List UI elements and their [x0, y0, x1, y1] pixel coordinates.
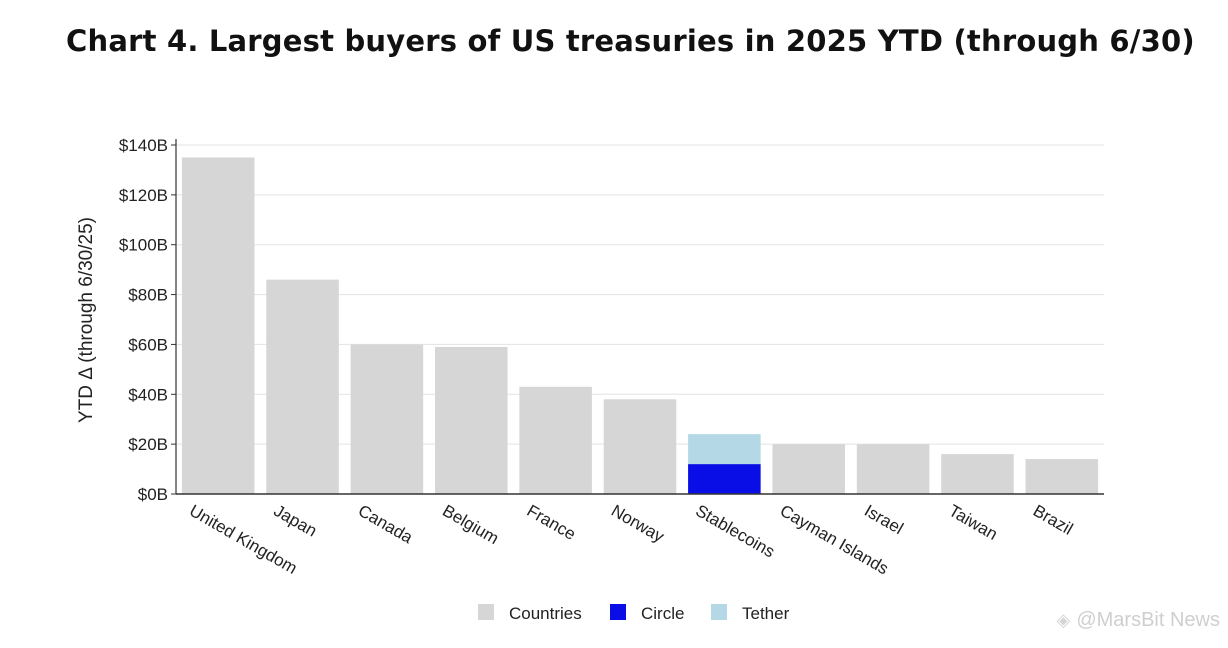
x-tick-label: Brazil — [1030, 501, 1076, 539]
bar-circle-stablecoins — [688, 464, 761, 494]
y-tick-label: $100B — [119, 236, 168, 255]
x-tick-label: Taiwan — [945, 501, 1000, 544]
legend-swatch-tether — [711, 604, 727, 620]
bar-countries-taiwan — [941, 454, 1014, 494]
y-axis-label: YTD Δ (through 6/30/25) — [76, 217, 97, 423]
y-tick-label: $20B — [128, 435, 168, 454]
x-tick-label: Norway — [608, 501, 668, 547]
legend-label-tether: Tether — [742, 604, 790, 623]
watermark-text: @MarsBit News — [1076, 609, 1220, 631]
bar-countries-cayman-islands — [772, 444, 846, 494]
bars — [181, 157, 1099, 494]
y-axis-ticks: $0B $20B $40B $60B $80B $100B $120B $140B — [119, 136, 176, 504]
x-tick-label: France — [524, 501, 579, 544]
bar-countries-israel — [856, 444, 930, 494]
legend-label-countries: Countries — [509, 604, 582, 623]
x-tick-label: Canada — [355, 501, 417, 548]
bar-countries-canada — [350, 344, 424, 494]
bar-countries-norway — [603, 399, 677, 494]
y-tick-label: $120B — [119, 186, 168, 205]
bar-countries-brazil — [1025, 459, 1099, 494]
binance-logo-icon: ◈ — [1056, 610, 1071, 630]
legend-swatch-countries — [478, 604, 494, 620]
y-tick-label: $0B — [138, 485, 168, 504]
bar-countries-japan — [266, 279, 339, 494]
bar-countries-belgium — [434, 346, 508, 494]
bar-countries-united-kingdom — [181, 157, 255, 494]
x-tick-label: Stablecoins — [692, 501, 778, 561]
x-tick-label: Belgium — [439, 501, 502, 548]
legend-label-circle: Circle — [641, 604, 684, 623]
legend: Countries Circle Tether — [478, 604, 790, 623]
axes — [175, 139, 1104, 495]
bar-countries-france — [519, 386, 592, 494]
legend-swatch-circle — [610, 604, 626, 620]
bar-tether-stablecoins — [688, 434, 761, 465]
y-tick-label: $140B — [119, 136, 168, 155]
chart-title: Chart 4. Largest buyers of US treasuries… — [66, 24, 1195, 58]
x-tick-label: Japan — [271, 501, 321, 541]
y-tick-label: $80B — [128, 286, 168, 305]
y-tick-label: $60B — [128, 335, 168, 354]
x-tick-label: Israel — [861, 501, 907, 538]
y-tick-label: $40B — [128, 385, 168, 404]
watermark: ◈ @MarsBit News — [1057, 609, 1221, 632]
